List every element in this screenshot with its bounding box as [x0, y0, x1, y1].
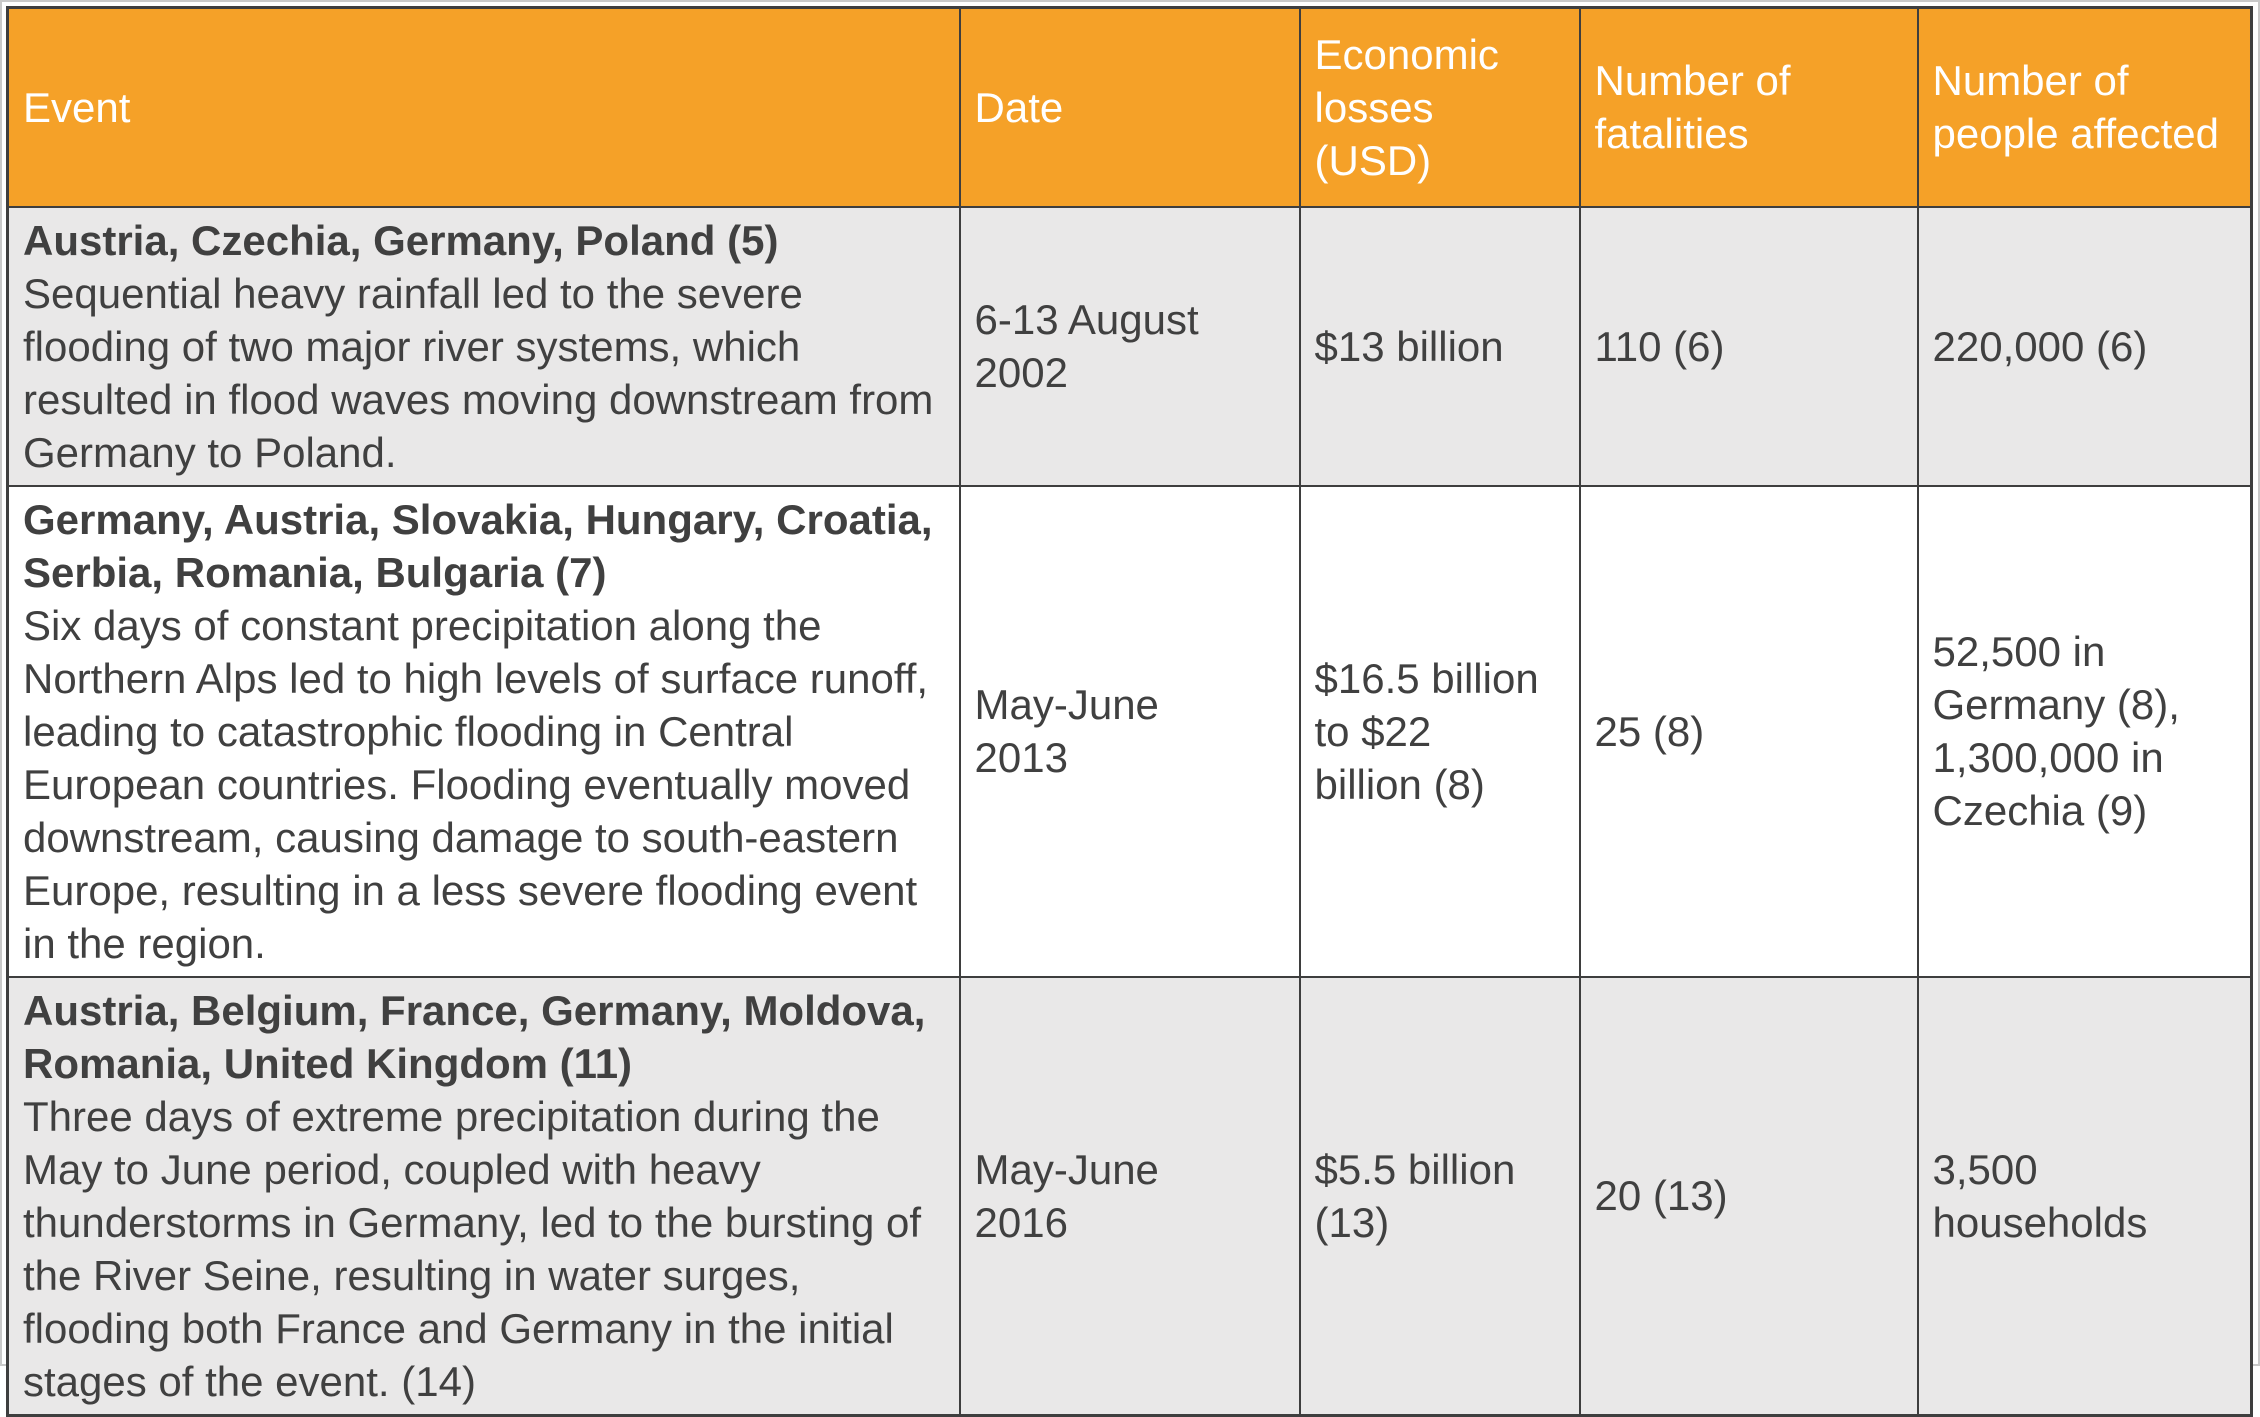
column-header-fatalities: Number of fatalities — [1578, 6, 1919, 208]
table-row: Austria, Czechia, Germany, Poland (5) Se… — [6, 205, 2253, 487]
people-affected-cell: 220,000 (6) — [1916, 205, 2253, 487]
people-affected-cell: 52,500 in Germany (8), 1,300,000 in Czec… — [1916, 484, 2253, 978]
date-cell: May-June 2013 — [958, 484, 1301, 978]
fatalities-cell: 110 (6) — [1578, 205, 1919, 487]
date-cell: 6-13 August 2002 — [958, 205, 1301, 487]
event-description: Sequential heavy rainfall led to the sev… — [23, 269, 934, 476]
event-countries: Germany, Austria, Slovakia, Hungary, Cro… — [23, 495, 933, 596]
people-affected-cell: 3,500 households — [1916, 975, 2253, 1416]
event-countries: Austria, Czechia, Germany, Poland (5) — [23, 216, 779, 264]
event-description: Six days of constant precipitation along… — [23, 601, 929, 967]
event-countries: Austria, Belgium, France, Germany, Moldo… — [23, 986, 926, 1087]
header-row: Event Date Economic losses (USD) Number … — [6, 6, 2253, 208]
event-cell: Germany, Austria, Slovakia, Hungary, Cro… — [6, 484, 961, 978]
economic-losses-cell: $5.5 billion (13) — [1298, 975, 1581, 1416]
column-header-people-affected: Number of people affected — [1916, 6, 2253, 208]
economic-losses-cell: $16.5 billion to $22 billion (8) — [1298, 484, 1581, 978]
column-header-event: Event — [6, 6, 961, 208]
table-row: Austria, Belgium, France, Germany, Moldo… — [6, 975, 2253, 1416]
page: Event Date Economic losses (USD) Number … — [6, 6, 2253, 1417]
event-cell: Austria, Czechia, Germany, Poland (5) Se… — [6, 205, 961, 487]
event-description: Three days of extreme precipitation duri… — [23, 1092, 921, 1405]
column-header-economic-losses: Economic losses (USD) — [1298, 6, 1581, 208]
column-header-date: Date — [958, 6, 1301, 208]
economic-losses-cell: $13 billion — [1298, 205, 1581, 487]
flood-events-table: Event Date Economic losses (USD) Number … — [6, 6, 2253, 1417]
table-row: Germany, Austria, Slovakia, Hungary, Cro… — [6, 484, 2253, 978]
fatalities-cell: 20 (13) — [1578, 975, 1919, 1416]
event-cell: Austria, Belgium, France, Germany, Moldo… — [6, 975, 961, 1416]
fatalities-cell: 25 (8) — [1578, 484, 1919, 978]
date-cell: May-June 2016 — [958, 975, 1301, 1416]
